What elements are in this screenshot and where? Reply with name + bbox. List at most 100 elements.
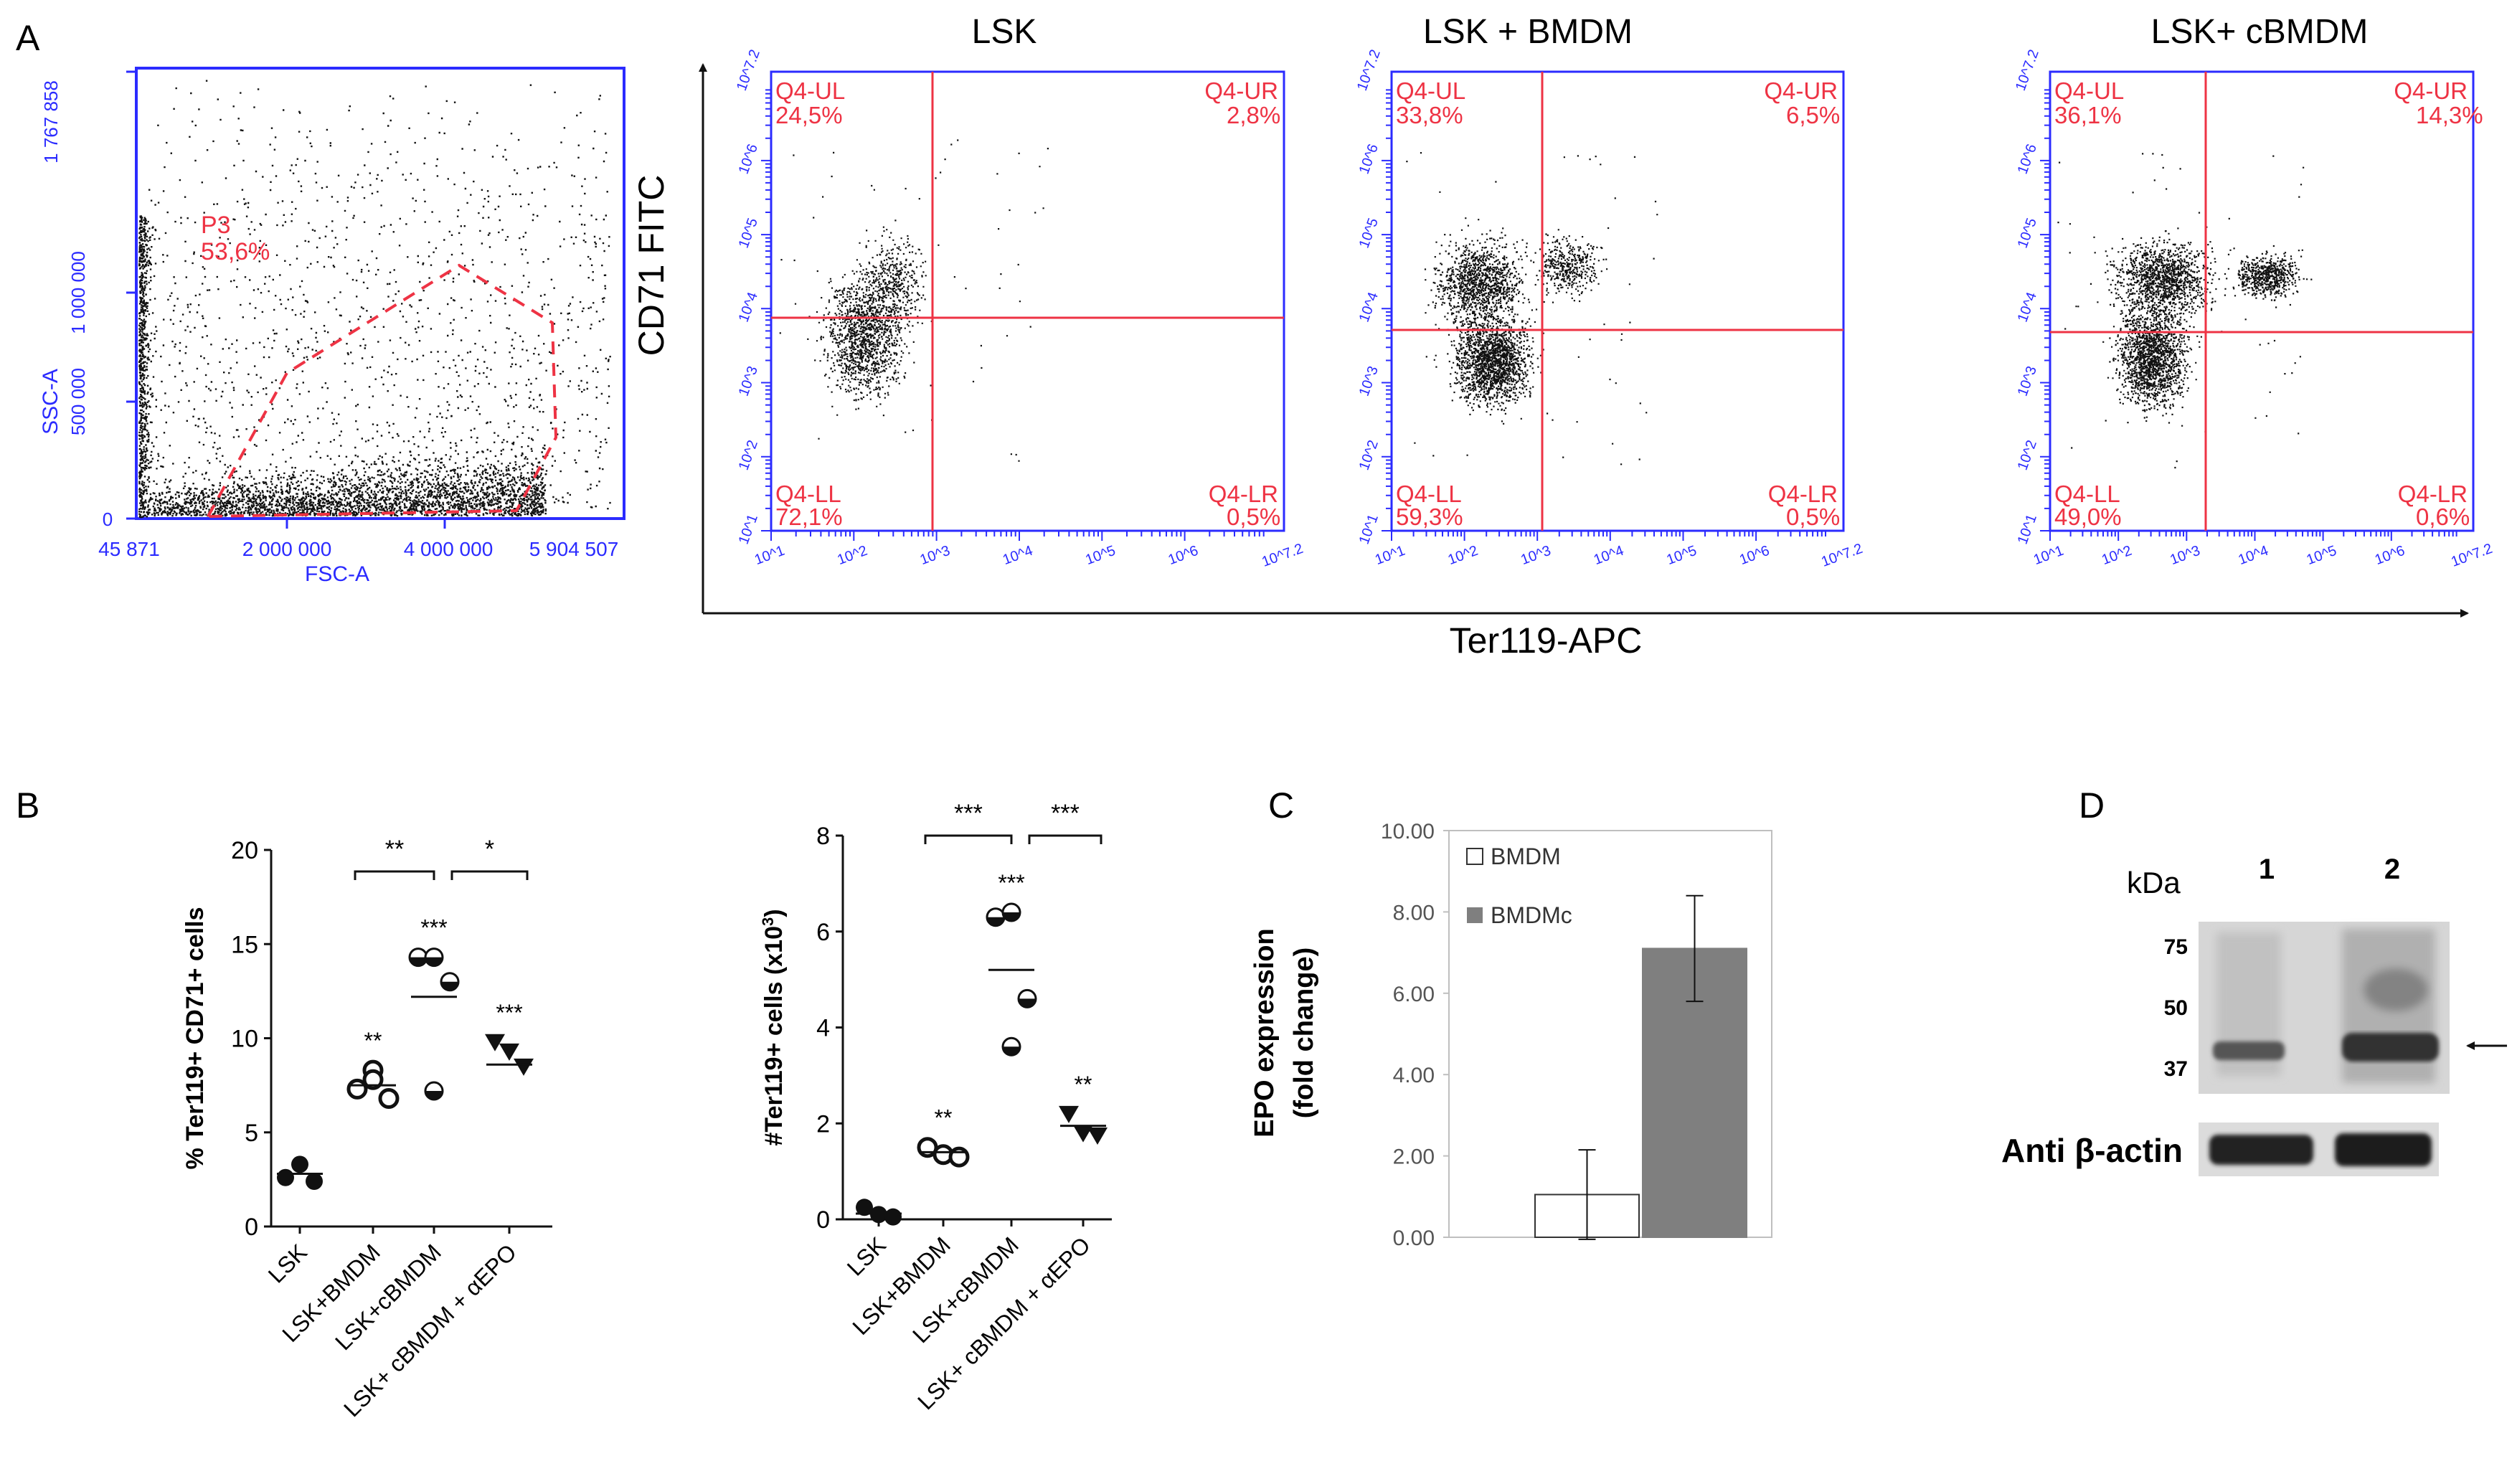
flow-ytick: 10^4 [2015,290,2040,324]
data-point-lsk [277,1168,294,1186]
y-axis-label: #Ter119+ cells (x103) [759,909,788,1145]
lane-2-label: 2 [2384,854,2400,885]
y-axis-label-end: ) [760,909,788,917]
data-point-lsk [884,1208,902,1226]
y-tick-label: 6 [816,919,830,946]
gate-scatter-points [138,80,611,519]
quad-name-ul: Q4-UL [1396,77,1465,104]
actin-label: Anti β-actin [2001,1132,2183,1169]
significance-stars: ** [1075,1072,1092,1097]
flow-plot-frame [2049,70,2475,532]
quad-pct-ur: 14,3% [2416,102,2483,128]
quad-pct-ll: 59,3% [1396,504,1463,530]
bracket-stars: * [485,836,494,863]
gate-plot-frame [135,67,625,520]
y-axis-label: % Ter119+ CD71+ cells [181,907,209,1169]
flow-scatter-points [2057,153,2313,469]
gate-ylabel: SSC-A [39,369,62,435]
flow-ytick: 10^7.2 [734,47,763,93]
flow-xtick: 10^2 [2100,543,2134,568]
flow-plot-frame [1390,70,1845,532]
legend-swatch-bmdm [1466,848,1483,865]
quad-pct-ul: 33,8% [1396,102,1463,128]
flow-plot-title: LSK [972,13,1037,51]
data-point-bmdm [378,1088,400,1109]
flow-ytick: 10^6 [1356,142,1382,176]
flow-ytick: 10^4 [736,290,761,324]
quad-name-ll: Q4-LL [775,481,841,507]
y-tick-label: 10.00 [1381,820,1435,843]
y-tick-label: 4.00 [1393,1064,1435,1087]
flow-xtick: 10^1 [752,543,787,568]
legend-label: BMDM [1491,843,1561,869]
gate-xtick: 2 000 000 [242,538,332,560]
data-point-cbmdm-half [1003,912,1020,921]
flow-ylabel: CD71 FITC [631,175,671,356]
flow-plots: LSKQ4-UL24,5%Q4-UR2,8%Q4-LL72,1%Q4-LR0,5… [734,13,2495,570]
western-blot: 1 2 kDa 75 50 37 Anti β-actin [2001,854,2507,1176]
legend-label: BMDMc [1491,902,1572,928]
quad-name-ur: Q4-UR [1764,77,1838,104]
flow-xtick: 10^1 [1373,543,1407,568]
quad-pct-lr: 0,5% [1227,504,1280,530]
panel-d-label: D [2079,785,2105,826]
bracket-stars: *** [954,800,983,827]
flow-xtick: 10^1 [2031,543,2066,568]
legend-swatch-bmdmc [1467,907,1483,923]
y-tick-label: 6.00 [1393,983,1435,1006]
flow-xtick: 10^7.2 [2449,541,2494,570]
flow-xtick: 10^6 [2373,543,2407,568]
gate-name: P3 [201,212,231,239]
flow-plot-title: LSK + BMDM [1423,13,1633,51]
y-axis-label-sup: 3 [759,917,777,926]
flow-scatter-points [779,139,1049,462]
gate-x-ticks: 45 871 2 000 000 4 000 000 5 904 507 FSC… [98,538,618,586]
data-point-epo [514,1058,534,1076]
y-axis-label-line2: (fold change) [1289,947,1319,1119]
quad-name-ll: Q4-LL [1396,481,1462,507]
data-point-epo [485,1034,505,1051]
significance-bracket [354,870,435,880]
data-point-cbmdm-half [1019,998,1036,1008]
data-point-epo [1087,1127,1108,1145]
flow-scatter-points [1406,152,1658,465]
data-point-lsk [306,1173,323,1190]
flow-log-ticks [2040,89,2457,541]
marker-37: 37 [2164,1057,2188,1081]
flow-xtick: 10^7.2 [1260,541,1305,570]
gate-ytick: 500 000 [67,368,89,435]
y-tick-label: 0.00 [1393,1227,1435,1250]
y-tick-label: 10 [231,1026,258,1053]
bracket-stars: *** [1051,800,1080,827]
y-tick-label: 5 [245,1120,258,1147]
flow-ytick: 10^4 [1356,290,1382,324]
data-point-cbmdm-half [410,957,427,966]
data-point-cbmdm-half [1003,1046,1020,1056]
flow-xtick: 10^4 [1001,543,1035,568]
gate-percent: 53,6% [201,238,270,265]
significance-stars: *** [998,870,1024,896]
data-point-cbmdm-half [987,917,1004,926]
quad-pct-lr: 0,5% [1786,504,1840,530]
gate-plot-dots [138,80,611,519]
data-point-lsk [856,1199,873,1216]
data-point-cbmdm-half [425,1091,443,1100]
gate-ytick: 1 000 000 [67,251,89,334]
gate-y-ticks: 0 500 000 1 000 000 1 767 858 SSC-A [39,80,113,530]
flow-xtick: 10^3 [1519,543,1553,568]
kda-label: kDa [2127,866,2181,899]
quad-name-lr: Q4-LR [1768,481,1838,507]
data-point-epo [1059,1105,1079,1123]
significance-stars: *** [496,1000,522,1026]
gate-xlabel: FSC-A [305,562,369,586]
flow-ytick: 10^6 [2015,142,2040,176]
gate-tick-marks [126,70,446,529]
gate-xtick: 45 871 [98,538,160,560]
significance-bracket [924,834,1013,844]
significance-stars: ** [364,1028,382,1054]
